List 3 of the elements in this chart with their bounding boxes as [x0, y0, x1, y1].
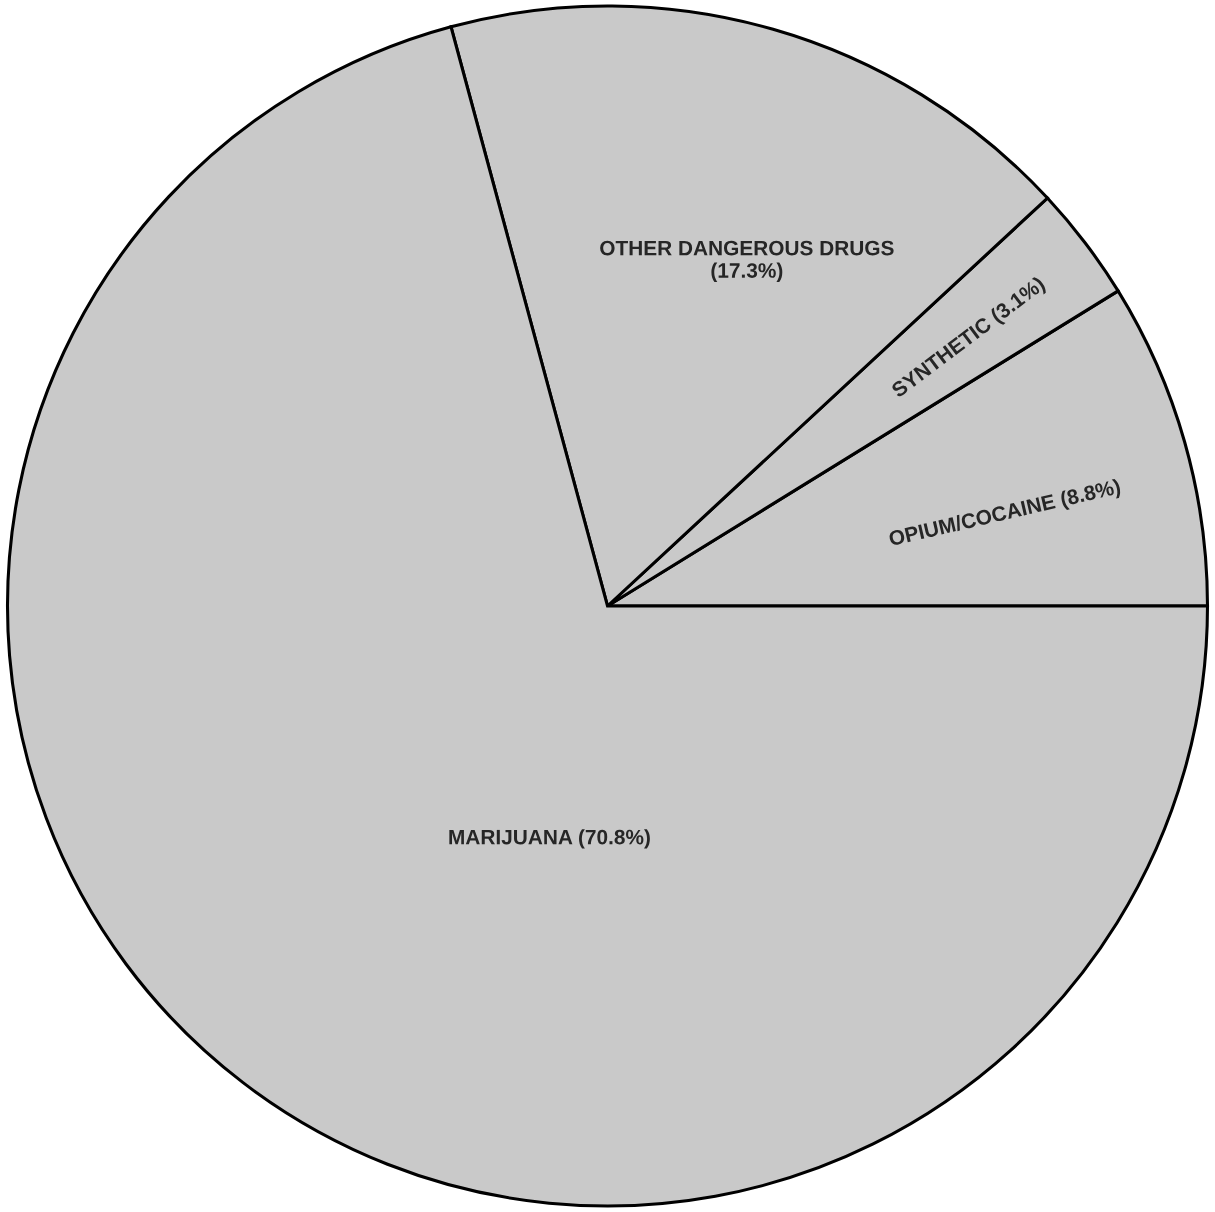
data-label: (17.3%) — [711, 262, 783, 283]
slice-label: OTHER DANGEROUS DRUGS — [600, 240, 894, 256]
slice-label: MARIJUANA (70.8%) — [449, 829, 650, 849]
